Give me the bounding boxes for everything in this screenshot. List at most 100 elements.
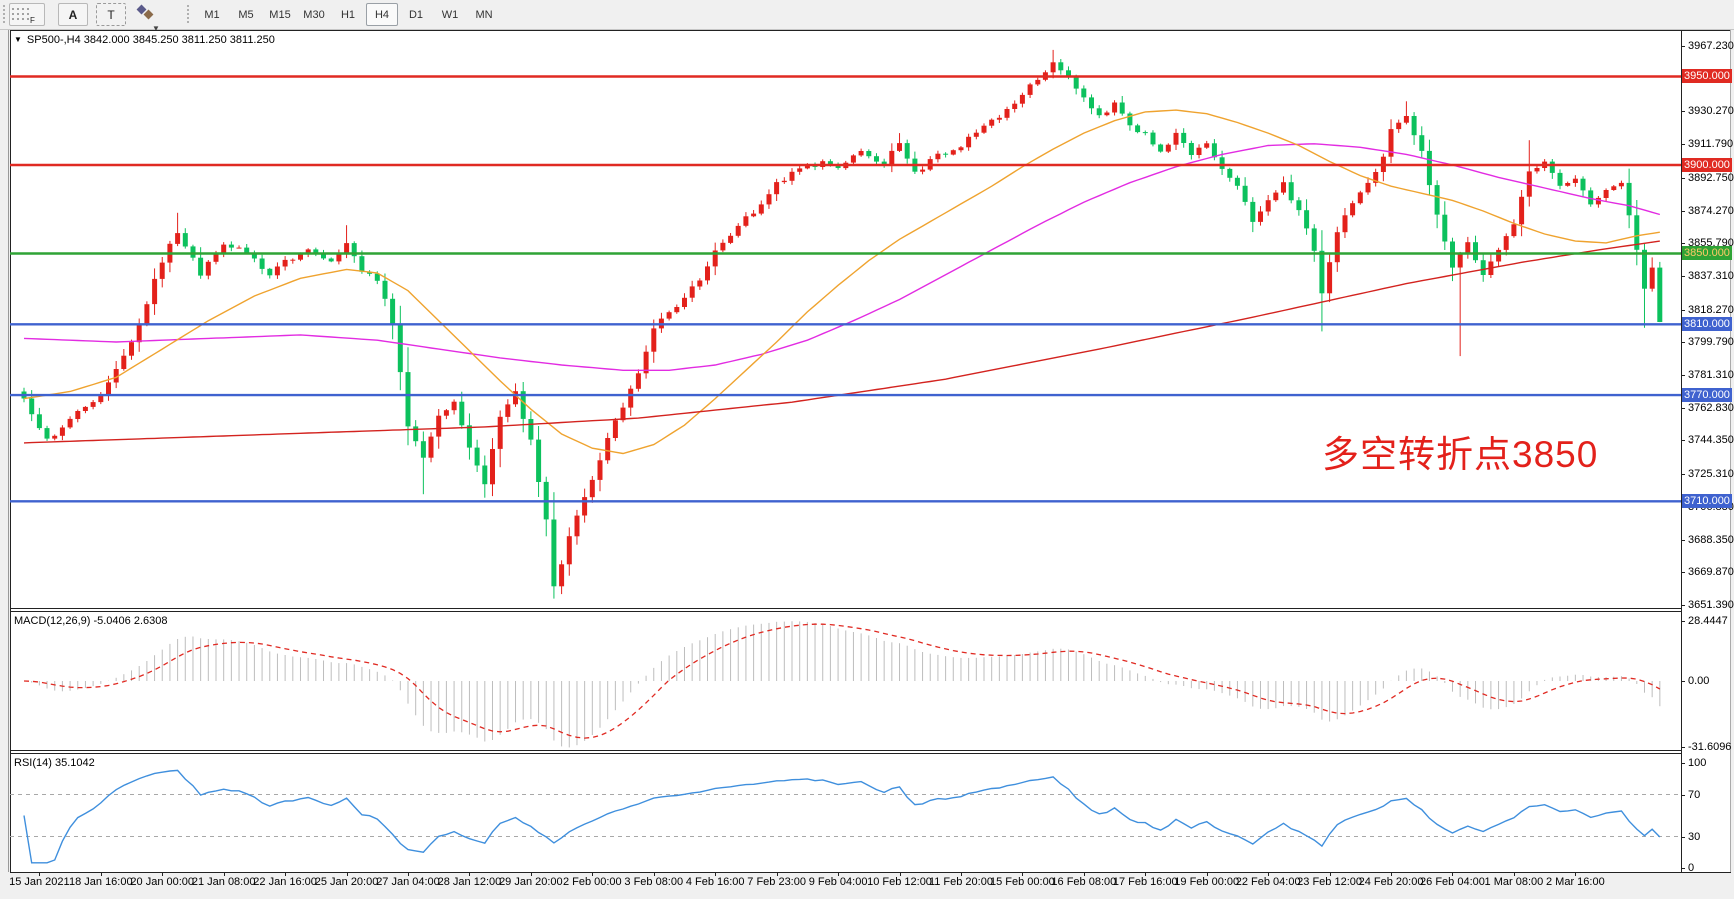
price-tick-mark — [1681, 539, 1685, 541]
time-tick-mark — [592, 872, 594, 876]
time-tick-mark — [1083, 872, 1085, 876]
chart-paper — [10, 30, 1731, 872]
macd-pane-label: MACD(12,26,9) -5.0406 2.6308 — [14, 615, 168, 627]
timeframe-grip-handle[interactable] — [186, 4, 191, 25]
time-axis-label: 21 Jan 08:00 — [191, 876, 256, 888]
timeframe-button-H1[interactable]: H1 — [332, 3, 364, 26]
time-tick-mark — [1391, 872, 1393, 876]
price-tick-mark — [1681, 275, 1685, 277]
price-tick-label: 3967.230 — [1688, 40, 1734, 52]
price-tick-label: 3911.790 — [1688, 138, 1734, 151]
text-tool-button[interactable]: T — [96, 3, 126, 26]
time-axis-label: 22 Jan 16:00 — [253, 876, 317, 888]
time-tick-mark — [346, 872, 348, 876]
timeframe-button-M5[interactable]: M5 — [230, 3, 262, 26]
time-tick-mark — [1145, 872, 1147, 876]
timeframe-button-W1[interactable]: W1 — [434, 3, 466, 26]
ma-mid-orange — [23, 109, 1660, 455]
price-tick-mark — [1681, 375, 1685, 377]
timeframe-button-M1[interactable]: M1 — [196, 3, 228, 26]
diamonds-icon — [136, 4, 154, 20]
time-tick-mark — [899, 872, 901, 876]
price-tick-label: 3669.870 — [1688, 566, 1734, 579]
price-tick-label: 3781.310 — [1688, 369, 1734, 382]
time-axis-label: 2 Feb 00:00 — [562, 876, 622, 888]
macd-histogram-group — [31, 621, 1661, 748]
toolbar-grip-handle[interactable] — [2, 4, 7, 25]
grid-icon: F — [12, 7, 35, 24]
price-tick-label: 3651.390 — [1688, 599, 1734, 611]
timeframe-button-D1[interactable]: D1 — [400, 3, 432, 26]
time-axis-label: 4 Feb 16:00 — [685, 876, 745, 888]
time-axis-label: 28 Jan 12:00 — [437, 876, 502, 888]
time-tick-mark — [838, 872, 840, 876]
time-tick-mark — [960, 872, 962, 876]
timeframe-button-M15[interactable]: M15 — [264, 3, 296, 26]
horizontal-lines-group — [10, 75, 1681, 503]
price-tick-mark — [1681, 309, 1685, 311]
time-tick-mark — [1022, 872, 1024, 876]
caret-down-icon: ▼ — [152, 24, 160, 33]
grid-settings-button[interactable]: F — [9, 3, 45, 26]
price-tick-mark — [1681, 605, 1685, 606]
time-tick-mark — [530, 872, 532, 876]
time-axis-label: 24 Feb 20:00 — [1358, 876, 1424, 888]
time-axis-label: 10 Feb 12:00 — [867, 876, 932, 888]
price-tick-label: 3688.350 — [1688, 533, 1734, 546]
time-tick-mark — [1268, 872, 1270, 876]
macd-indicator-chart — [23, 621, 1661, 748]
chart-symbol-title[interactable]: ▼ SP500-,H4 3842.000 3845.250 3811.250 38… — [14, 34, 275, 46]
time-axis-label: 26 Feb 04:00 — [1420, 876, 1485, 888]
macd-signal-line — [23, 623, 1661, 739]
price-tick-label: 3818.270 — [1688, 303, 1734, 316]
time-axis-label: 11 Feb 20:00 — [928, 876, 993, 888]
rsi-tick-mark — [1681, 836, 1685, 838]
hline-price-label-3950: 3950.000 — [1682, 69, 1732, 84]
time-tick-mark — [715, 872, 717, 876]
price-tick-mark — [1681, 210, 1685, 212]
price-tick-mark — [1681, 243, 1685, 245]
time-tick-mark — [285, 872, 287, 876]
time-tick-mark — [1513, 872, 1515, 876]
price-tick-label: 3874.270 — [1688, 204, 1734, 217]
price-tick-mark — [1681, 144, 1685, 146]
time-tick-mark — [469, 872, 471, 876]
rsi-axis-label: 30 — [1688, 830, 1701, 843]
separator-macd-rsi-2 — [10, 753, 1681, 754]
time-axis-label: 7 Feb 23:00 — [747, 876, 806, 888]
price-tick-label: 3725.310 — [1688, 468, 1734, 481]
axis-vertical-line — [1681, 30, 1682, 873]
timeframe-button-MN[interactable]: MN — [468, 3, 500, 26]
toolbar: F A T ▼ M1 M5 M15 M30 H1 H4 D1 W1 MN — [0, 0, 1734, 33]
timeframe-button-H4[interactable]: H4 — [366, 3, 398, 26]
time-tick-mark — [776, 872, 778, 876]
rsi-pane-label: RSI(14) 35.1042 — [14, 757, 95, 769]
hline-price-label-3850: 3850.000 — [1682, 246, 1732, 261]
time-axis-label: 2 Mar 16:00 — [1546, 876, 1605, 888]
time-tick-mark — [408, 872, 409, 876]
objects-dropdown-button[interactable]: ▼ — [134, 3, 176, 33]
time-axis-label: 23 Feb 12:00 — [1297, 876, 1363, 888]
price-tick-label: 3930.270 — [1688, 105, 1734, 118]
time-axis-label: 16 Feb 08:00 — [1051, 876, 1117, 888]
timeframe-button-M30[interactable]: M30 — [298, 3, 330, 26]
time-tick-mark — [162, 872, 164, 876]
time-axis-label: 22 Feb 04:00 — [1235, 876, 1301, 888]
price-tick-label: 3855.790 — [1688, 237, 1734, 250]
arrow-text-tool-button[interactable]: A — [58, 3, 88, 26]
separator-macd-rsi-1 — [10, 750, 1681, 751]
collapse-triangle-icon: ▼ — [14, 35, 22, 44]
time-axis-label: 1 Mar 08:00 — [1484, 876, 1544, 888]
price-tick-mark — [1681, 572, 1685, 574]
time-axis-label: 27 Jan 04:00 — [376, 876, 440, 888]
hline-price-label-3810: 3810.000 — [1682, 317, 1732, 332]
time-axis-line — [10, 872, 1731, 873]
price-tick-mark — [1681, 407, 1685, 409]
hline-price-label-3710: 3710.000 — [1682, 494, 1732, 509]
time-tick-mark — [39, 872, 41, 876]
rsi-tick-mark — [1681, 794, 1685, 796]
text-annotation: 多空转折点3850 — [1322, 434, 1599, 475]
main-price-chart — [10, 49, 1681, 599]
time-axis-label: 29 Jan 20:00 — [499, 876, 563, 888]
